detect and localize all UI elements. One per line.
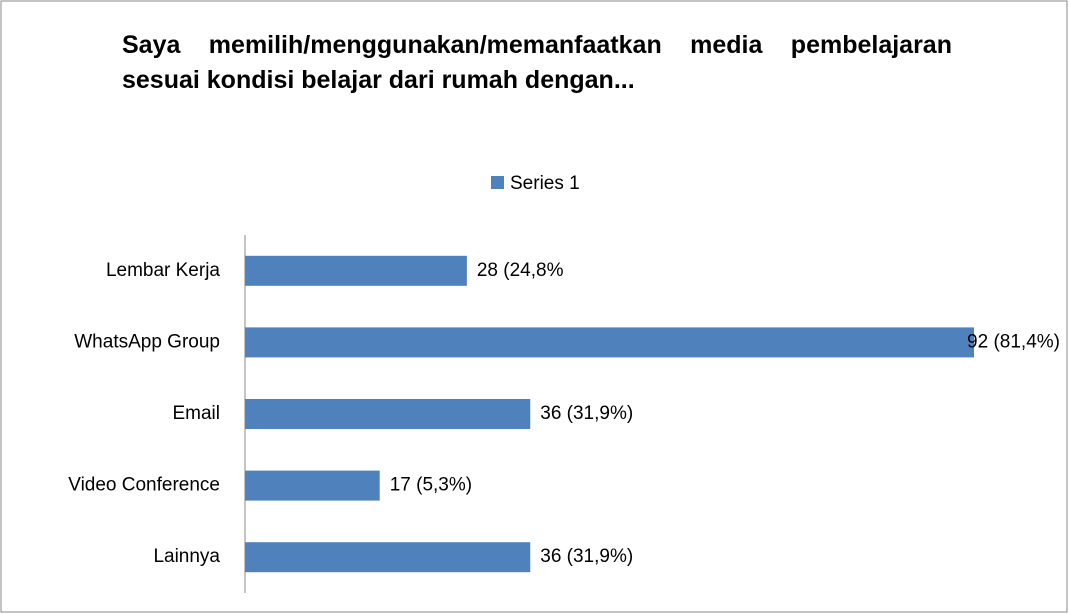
chart-title: Saya memilih/menggunakan/memanfaatkan me…	[122, 31, 952, 94]
bar	[245, 255, 467, 286]
y-tick-label: Email	[172, 403, 220, 424]
data-label: 92 (81,4%)	[967, 331, 1060, 352]
bar	[245, 399, 531, 429]
bar	[245, 542, 531, 573]
y-tick-label: WhatsApp Group	[74, 331, 220, 352]
y-tick-label: Video Conference	[68, 475, 220, 496]
legend-label: Series 1	[510, 173, 580, 194]
bar	[245, 470, 380, 501]
y-tick-label: Lainnya	[153, 546, 220, 567]
data-label: 28 (24,8%	[477, 260, 564, 281]
data-label: 36 (31,9%)	[540, 546, 633, 567]
bar	[245, 327, 974, 358]
data-label: 17 (5,3%)	[390, 475, 472, 496]
legend-swatch	[491, 176, 504, 189]
y-tick-label: Lembar Kerja	[106, 260, 220, 281]
data-label: 36 (31,9%)	[540, 403, 633, 424]
